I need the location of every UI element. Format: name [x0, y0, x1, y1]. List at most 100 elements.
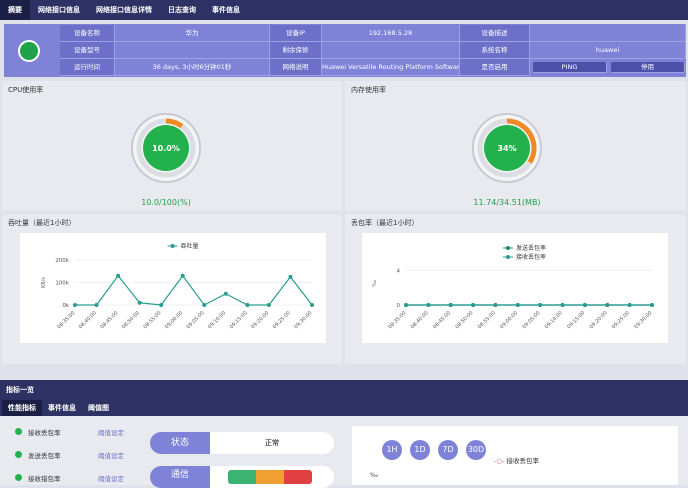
- gauge-core: [143, 125, 189, 171]
- x-tick-label: 09:00:00: [164, 310, 184, 330]
- info-label: 设备描述: [460, 25, 530, 42]
- point: [560, 303, 565, 307]
- item-action[interactable]: 阈值设定: [98, 475, 124, 483]
- point: [448, 303, 453, 307]
- range-button[interactable]: 7D: [438, 440, 458, 460]
- x-tick-label: 09:30:00: [293, 310, 313, 330]
- item-action[interactable]: 阈值设定: [98, 429, 124, 437]
- x-tick-label: 09:25:00: [272, 310, 292, 330]
- status-dot: [15, 428, 22, 435]
- comm-row: 通信: [150, 466, 334, 488]
- x-tick-label: 09:00:00: [499, 310, 519, 330]
- tab[interactable]: 网络接口信息: [38, 6, 80, 14]
- point: [582, 303, 587, 307]
- button[interactable]: PING: [533, 62, 607, 73]
- x-tick-label: 09:30:00: [633, 310, 653, 330]
- info-label: 设备型号: [60, 42, 115, 59]
- range-button[interactable]: 30D: [466, 440, 486, 460]
- point: [137, 300, 142, 305]
- y-tick-label: 0: [397, 303, 401, 309]
- y-tick-label: 0k: [62, 303, 69, 309]
- item-name: 发送丢包率: [28, 452, 61, 460]
- x-tick-label: 08:50:00: [121, 310, 141, 330]
- x-tick-label: 09:10:00: [544, 310, 564, 330]
- x-tick-label: 08:45:00: [432, 310, 452, 330]
- legend-text: 发送丢包率: [516, 244, 546, 252]
- panel-title: 内存使用率: [351, 86, 386, 94]
- status-label: 状态: [150, 432, 210, 454]
- x-tick-label: 08:45:00: [99, 310, 119, 330]
- x-tick-label: 08:50:00: [454, 310, 474, 330]
- x-tick-label: 08:40:00: [78, 310, 98, 330]
- section-title: 指标一览: [6, 386, 34, 394]
- point: [515, 303, 520, 307]
- y-label: ‰: [372, 280, 378, 287]
- x-tick-label: 09:05:00: [186, 310, 206, 330]
- x-tick-label: 09:15:00: [229, 310, 249, 330]
- info-label: 剩余保修: [270, 42, 322, 59]
- info-label: 设备IP: [270, 25, 322, 42]
- y-tick-label: 100k: [55, 281, 69, 287]
- device-info: 设备名称 华为 设备IP 192.168.5.28 设备描述 设备型号 剩余保修 系统名称 hu…: [4, 24, 686, 77]
- tab[interactable]: 摘要: [0, 0, 30, 20]
- tab[interactable]: 阈值图: [88, 404, 109, 412]
- point: [605, 303, 610, 307]
- legend-dot: [170, 244, 175, 248]
- point: [538, 303, 543, 307]
- info-value: huawei: [530, 42, 686, 59]
- button[interactable]: 停用: [611, 62, 685, 73]
- info-value: 192.168.5.28: [322, 25, 460, 42]
- info-label: 是否启用: [460, 59, 530, 76]
- legend-dot: [506, 255, 510, 259]
- range-button[interactable]: 1H: [382, 440, 402, 460]
- gauge-label: 34%: [497, 144, 516, 153]
- status-dot: [15, 451, 22, 458]
- info-value: 华为: [115, 25, 270, 42]
- point: [94, 303, 99, 307]
- x-tick-label: 09:10:00: [207, 310, 227, 330]
- tab-bar: 摘要 网络接口信息 网络接口信息详情 日志查询 事件信息: [0, 0, 688, 20]
- tab[interactable]: 性能指标: [2, 400, 42, 416]
- tab[interactable]: 网络接口信息详情: [96, 6, 152, 14]
- gauge-detail: 11.74/34.51(MB): [473, 198, 540, 207]
- x-tick-label: 09:25:00: [611, 310, 631, 330]
- point: [627, 303, 632, 307]
- item-name: 接收丢包率: [28, 429, 61, 437]
- info-value: 36 days, 3小时6分钟01秒: [115, 59, 270, 76]
- point: [650, 303, 654, 307]
- point: [180, 273, 185, 278]
- throughput-panel: 吞吐量（最近1小时）: [2, 214, 342, 364]
- tab[interactable]: 事件信息: [212, 6, 240, 14]
- info-label: 网络说明: [270, 59, 322, 76]
- indicator-tabs: 性能指标 事件信息 阈值图: [2, 400, 115, 416]
- info-label: 运行时间: [60, 59, 115, 76]
- x-tick-label: 08:55:00: [477, 310, 497, 330]
- y-label: ‰: [370, 472, 379, 479]
- status-row: 状态 正常: [150, 432, 334, 454]
- gauge-label: 10.0%: [152, 144, 180, 153]
- point: [202, 303, 207, 307]
- series-line: [75, 274, 313, 306]
- tab[interactable]: 日志查询: [168, 6, 196, 14]
- gauge-arc: [506, 118, 537, 164]
- point: [223, 291, 228, 296]
- item-name: 接收错包率: [28, 475, 61, 483]
- range-button[interactable]: 1D: [410, 440, 430, 460]
- point: [245, 303, 250, 307]
- info-label: 系统名称: [460, 42, 530, 59]
- point: [426, 303, 431, 307]
- point: [116, 273, 121, 278]
- item-action[interactable]: 阈值设定: [98, 452, 124, 460]
- x-tick-label: 08:40:00: [410, 310, 430, 330]
- point: [493, 303, 498, 307]
- x-tick-label: 08:35:00: [387, 310, 407, 330]
- trend-legend: -○- 接收丢包率: [494, 457, 539, 465]
- x-tick-label: 09:20:00: [589, 310, 609, 330]
- tab[interactable]: 事件信息: [48, 404, 76, 412]
- legend-text: 接收丢包率: [506, 457, 539, 465]
- gauge-arc: [165, 118, 184, 129]
- x-tick-label: 08:55:00: [142, 310, 162, 330]
- point: [310, 303, 314, 307]
